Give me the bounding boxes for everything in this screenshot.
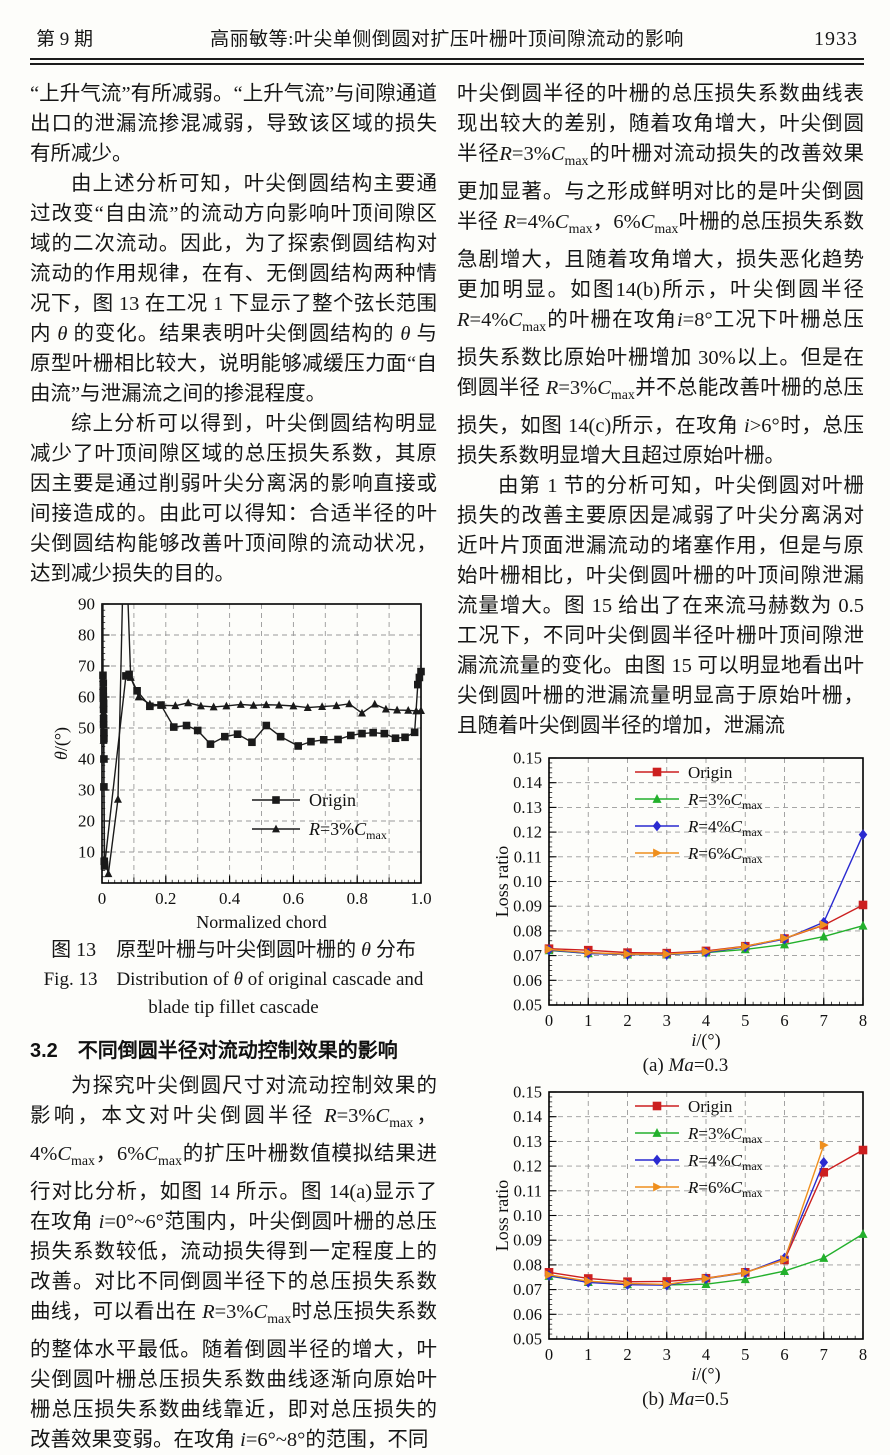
svg-text:0.13: 0.13 (513, 1132, 542, 1151)
svg-text:0.11: 0.11 (514, 848, 542, 867)
svg-text:Loss ratio: Loss ratio (493, 1180, 512, 1252)
svg-text:R=6%Cmax: R=6%Cmax (687, 844, 763, 866)
svg-text:1.0: 1.0 (410, 889, 431, 908)
svg-text:0.13: 0.13 (513, 798, 542, 817)
svg-text:4: 4 (702, 1011, 710, 1030)
svg-text:3: 3 (663, 1011, 671, 1030)
svg-text:2: 2 (623, 1345, 631, 1364)
svg-text:R=3%Cmax: R=3%Cmax (687, 1124, 763, 1146)
svg-text:60: 60 (78, 688, 95, 707)
svg-text:1: 1 (584, 1345, 592, 1364)
paper-page: 第 9 期 高丽敏等:叶尖单侧倒圆对扩压叶栅叶顶间隙流动的影响 1933 “上升… (30, 24, 868, 1451)
svg-text:0.07: 0.07 (513, 946, 542, 965)
svg-text:3: 3 (663, 1345, 671, 1364)
svg-text:5: 5 (741, 1011, 749, 1030)
svg-text:0.05: 0.05 (513, 1330, 542, 1349)
page-header: 第 9 期 高丽敏等:叶尖单侧倒圆对扩压叶栅叶顶间隙流动的影响 1933 (30, 24, 864, 51)
svg-text:Origin: Origin (688, 1097, 733, 1116)
svg-text:R=6%Cmax: R=6%Cmax (687, 1178, 763, 1200)
svg-text:R=4%Cmax: R=4%Cmax (687, 817, 763, 839)
svg-text:Origin: Origin (688, 763, 733, 782)
svg-text:0.15: 0.15 (513, 1085, 542, 1102)
svg-text:10: 10 (78, 843, 95, 862)
svg-text:1: 1 (584, 1011, 592, 1030)
paragraph-updraft-continuation: “上升气流”有所减弱。“上升气流”与间隙通道出口的泄漏流掺混减弱，导致该区域的损… (30, 83, 437, 165)
svg-text:0.12: 0.12 (513, 823, 542, 842)
svg-text:i/(°): i/(°) (691, 1030, 720, 1051)
svg-text:0.06: 0.06 (513, 971, 542, 990)
svg-text:0.06: 0.06 (513, 1305, 542, 1324)
svg-text:θ/(°): θ/(°) (52, 727, 72, 760)
svg-text:0.6: 0.6 (283, 889, 304, 908)
svg-text:R=3%Cmax: R=3%Cmax (308, 819, 387, 842)
svg-text:50: 50 (78, 719, 95, 738)
page-number: 1933 (814, 28, 858, 50)
figure-13-caption-english-line2: blade tip fillet cascade (148, 997, 319, 1018)
figure-14a: 0 1 2 3 4 5 6 7 8 0.05 0.06 0.07 0.08 0.09 0.10 0.11 0.1… (457, 751, 868, 1079)
svg-text:6: 6 (780, 1011, 788, 1030)
svg-text:70: 70 (78, 657, 95, 676)
svg-text:7: 7 (820, 1011, 828, 1030)
svg-text:Loss ratio: Loss ratio (493, 846, 512, 918)
running-title: 高丽敏等:叶尖单侧倒圆对扩压叶栅叶顶间隙流动的影响 (210, 29, 684, 50)
svg-text:0.11: 0.11 (514, 1182, 542, 1201)
figure-14b: 0 1 2 3 4 5 6 7 8 0.05 0.06 0.07 0.08 0.09 0.10 0.11 0.1… (457, 1085, 868, 1413)
svg-text:0.09: 0.09 (513, 1231, 542, 1250)
loss-ratio-chart-ma03: 0 1 2 3 4 5 6 7 8 0.05 0.06 0.07 0.08 0.09 0.10 0.11 0.1… (493, 751, 868, 1051)
svg-text:0.4: 0.4 (219, 889, 241, 908)
svg-text:0.14: 0.14 (513, 774, 542, 793)
svg-text:0.08: 0.08 (513, 922, 542, 941)
svg-text:5: 5 (741, 1345, 749, 1364)
svg-text:0.10: 0.10 (513, 872, 542, 891)
paragraph-radius-comparison: 为探究叶尖倒圆尺寸对流动控制效果的影响，本文对叶尖倒圆半径 R=3%Cmax，4… (30, 1075, 438, 1452)
left-column: “上升气流”有所减弱。“上升气流”与间隙通道出口的泄漏流掺混减弱，导致该区域的损… (30, 79, 437, 1455)
svg-text:0.05: 0.05 (513, 996, 542, 1015)
figure-14b-caption: (b) Ma=0.5 (642, 1389, 729, 1411)
figure-14a-caption: (a) Ma=0.3 (642, 1055, 729, 1077)
svg-text:30: 30 (78, 781, 95, 800)
svg-text:R=3%Cmax: R=3%Cmax (687, 790, 763, 812)
svg-text:40: 40 (78, 750, 95, 769)
loss-ratio-chart-ma05: 0 1 2 3 4 5 6 7 8 0.05 0.06 0.07 0.08 0.09 0.10 0.11 0.1… (493, 1085, 868, 1385)
svg-text:0.2: 0.2 (155, 889, 176, 908)
right-column: 叶尖倒圆半径的叶栅的总压损失系数曲线表现出较大的差别，随着攻角增大，叶尖倒圆半径… (457, 79, 868, 1455)
theta-distribution-chart: 0 0.2 0.4 0.6 0.8 1.0 10 20 30 40 50 60 70 80 90 Normal… (52, 597, 432, 932)
paragraph-summary: 综上分析可以得到，叶尖倒圆结构明显减少了叶顶间隙区域的总压损失系数，其原因主要是… (30, 413, 437, 585)
svg-text:8: 8 (859, 1345, 867, 1364)
svg-text:0.15: 0.15 (513, 751, 542, 768)
svg-text:0.09: 0.09 (513, 897, 542, 916)
figure-13-caption-english-line1: Fig. 13 Distribution of θ of original ca… (43, 969, 424, 990)
svg-text:0: 0 (545, 1345, 553, 1364)
svg-text:0: 0 (545, 1011, 553, 1030)
paragraph-fillet-analysis: 由上述分析可知，叶尖倒圆结构主要通过改变“自由流”的流动方向影响叶顶间隙区域的二… (30, 173, 438, 405)
two-column-body: “上升气流”有所减弱。“上升气流”与间隙通道出口的泄漏流掺混减弱，导致该区域的损… (30, 79, 868, 1455)
svg-text:i/(°): i/(°) (691, 1364, 720, 1385)
svg-text:80: 80 (78, 626, 95, 645)
svg-text:4: 4 (702, 1345, 710, 1364)
svg-text:0.08: 0.08 (513, 1256, 542, 1275)
svg-text:90: 90 (78, 597, 95, 614)
paragraph-loss-curves: 叶尖倒圆半径的叶栅的总压损失系数曲线表现出较大的差别，随着攻角增大，叶尖倒圆半径… (457, 83, 865, 468)
paragraph-leakage-flow: 由第 1 节的分析可知，叶尖倒圆对叶栅损失的改善主要原因是减弱了叶尖分离涡对近叶… (457, 475, 864, 738)
svg-text:R=4%Cmax: R=4%Cmax (687, 1151, 763, 1173)
svg-text:6: 6 (780, 1345, 788, 1364)
svg-text:20: 20 (78, 812, 95, 831)
header-double-rule (30, 58, 864, 65)
figure-13-caption-chinese: 图 13 原型叶栅与叶尖倒圆叶栅的 θ 分布 (51, 939, 416, 961)
svg-text:7: 7 (820, 1345, 828, 1364)
svg-text:0.07: 0.07 (513, 1280, 542, 1299)
journal-issue: 第 9 期 (36, 29, 94, 50)
svg-text:2: 2 (623, 1011, 631, 1030)
svg-text:Normalized chord: Normalized chord (196, 912, 326, 932)
svg-text:0: 0 (98, 889, 107, 908)
svg-text:0.8: 0.8 (347, 889, 368, 908)
svg-text:0.12: 0.12 (513, 1157, 542, 1176)
section-heading-3-2: 3.2 不同倒圆半径对流动控制效果的影响 (30, 1040, 398, 1062)
figure-13: 0 0.2 0.4 0.6 0.8 1.0 10 20 30 40 50 60 70 80 90 Normal… (30, 597, 437, 1022)
svg-text:8: 8 (859, 1011, 867, 1030)
svg-text:0.10: 0.10 (513, 1206, 542, 1225)
figure-13-caption: 图 13 原型叶栅与叶尖倒圆叶栅的 θ 分布 Fig. 13 Distribut… (30, 935, 437, 1022)
svg-text:Origin: Origin (309, 790, 356, 810)
svg-text:0.14: 0.14 (513, 1108, 542, 1127)
